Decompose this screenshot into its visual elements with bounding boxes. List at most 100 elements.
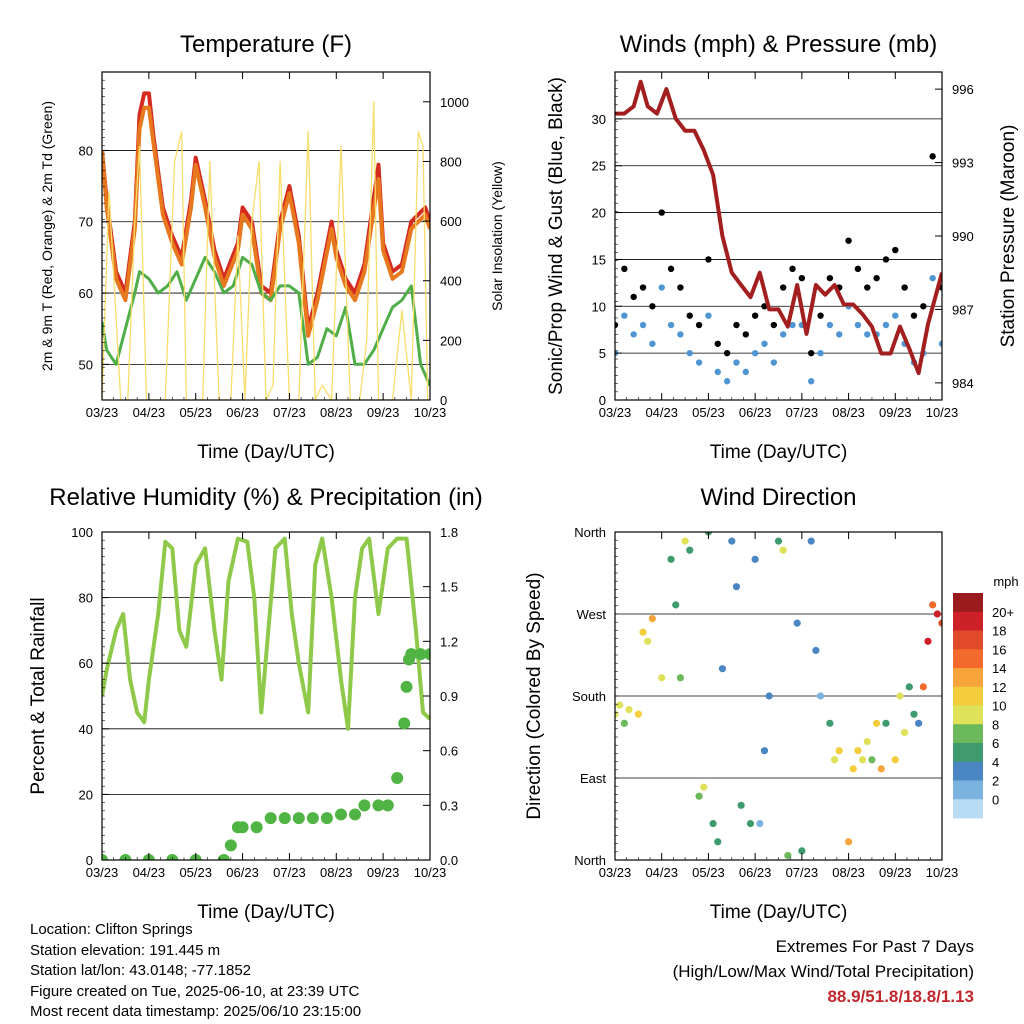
chart-title: Winds (mph) & Pressure (mb) bbox=[620, 31, 937, 58]
y-tick-label: 0 bbox=[599, 393, 606, 408]
data-point bbox=[835, 747, 843, 755]
y-tick-label: 80 bbox=[79, 591, 93, 606]
y-tick-label: East bbox=[580, 771, 606, 786]
y-tick-label: 60 bbox=[79, 286, 93, 301]
data-point bbox=[700, 783, 708, 791]
data-point bbox=[892, 246, 899, 254]
data-point bbox=[625, 706, 633, 714]
data-point bbox=[817, 312, 824, 319]
legend-swatch bbox=[953, 761, 983, 781]
y2-tick-label: 984 bbox=[952, 376, 974, 391]
data-point bbox=[102, 854, 108, 860]
data-point bbox=[681, 537, 689, 545]
chart-title: Temperature (F) bbox=[180, 31, 352, 58]
data-point bbox=[714, 340, 721, 347]
data-point bbox=[751, 349, 759, 357]
data-point bbox=[854, 265, 862, 272]
y-tick-label: 20 bbox=[79, 787, 93, 802]
y-tick-label: 80 bbox=[79, 143, 93, 158]
y-tick-label: 100 bbox=[71, 525, 93, 540]
data-point bbox=[873, 719, 881, 727]
series-line bbox=[102, 101, 430, 400]
data-point bbox=[845, 237, 852, 244]
data-point bbox=[901, 284, 908, 291]
data-point bbox=[224, 839, 237, 852]
y-tick-label: 50 bbox=[79, 357, 93, 372]
data-point bbox=[882, 256, 890, 263]
plot-frame bbox=[101, 71, 431, 401]
legend-label: 14 bbox=[992, 661, 1006, 676]
data-point bbox=[873, 274, 880, 282]
y2-tick-label: 1.8 bbox=[440, 525, 458, 540]
data-point bbox=[938, 619, 942, 627]
y-tick-label: North bbox=[574, 853, 606, 868]
legend-label: 6 bbox=[992, 736, 999, 751]
y-tick-label: North bbox=[574, 525, 606, 540]
data-point bbox=[639, 628, 647, 636]
legend-swatch bbox=[953, 611, 983, 631]
x-tick-label: 09/23 bbox=[367, 865, 400, 880]
data-point bbox=[615, 321, 619, 329]
extremes-subtitle: (High/Low/Max Wind/Total Precipitation) bbox=[672, 962, 974, 981]
x-tick-label: 05/23 bbox=[179, 405, 212, 420]
plot-area bbox=[615, 532, 942, 860]
data-point bbox=[686, 546, 694, 554]
data-point bbox=[391, 772, 404, 784]
data-point bbox=[677, 331, 684, 338]
x-tick-label: 08/23 bbox=[832, 405, 865, 420]
data-point bbox=[742, 368, 749, 376]
data-point bbox=[877, 765, 885, 773]
data-point bbox=[789, 265, 796, 272]
data-point bbox=[882, 321, 890, 329]
data-point bbox=[732, 583, 741, 591]
data-point bbox=[849, 765, 857, 773]
data-point bbox=[649, 303, 656, 310]
legend-label: 4 bbox=[992, 755, 999, 770]
data-point bbox=[882, 719, 890, 727]
data-point bbox=[784, 851, 792, 860]
data-point bbox=[649, 340, 656, 347]
data-point bbox=[634, 710, 642, 718]
data-point bbox=[760, 747, 769, 755]
legend-label: 10 bbox=[992, 699, 1006, 714]
y2-axis-label: Solar Insolation (Yellow) bbox=[489, 161, 505, 311]
x-tick-label: 04/23 bbox=[645, 405, 678, 420]
data-point bbox=[765, 692, 773, 700]
y-tick-label: West bbox=[577, 607, 607, 622]
data-point bbox=[929, 274, 936, 282]
data-point bbox=[929, 153, 936, 160]
data-point bbox=[844, 838, 853, 846]
data-point bbox=[779, 284, 787, 291]
chart-panel-1: Temperature (F) Time (Day/UTC) 2m & 9m T (… bbox=[39, 31, 505, 463]
y-tick-label: 15 bbox=[592, 252, 606, 267]
data-point bbox=[695, 321, 703, 329]
y2-tick-label: 0 bbox=[440, 393, 447, 408]
data-point bbox=[686, 349, 693, 357]
data-point bbox=[826, 274, 834, 282]
legend-swatch bbox=[953, 705, 983, 725]
y-tick-label: 0 bbox=[86, 853, 93, 868]
data-point bbox=[292, 812, 305, 825]
data-point bbox=[779, 331, 787, 338]
data-point bbox=[798, 847, 806, 855]
y-axis-label: Percent & Total Rainfall bbox=[28, 597, 49, 794]
x-tick-label: 09/23 bbox=[879, 865, 912, 880]
y2-tick-label: 600 bbox=[440, 214, 462, 229]
data-point bbox=[816, 692, 825, 700]
legend-label: 8 bbox=[992, 717, 999, 732]
data-point bbox=[667, 265, 675, 272]
plot-area bbox=[102, 91, 430, 400]
data-point bbox=[892, 312, 899, 319]
data-point bbox=[854, 747, 862, 755]
data-point bbox=[737, 801, 745, 809]
legend-swatch bbox=[953, 649, 983, 669]
x-tick-label: 10/23 bbox=[414, 865, 447, 880]
y2-tick-label: 1.5 bbox=[440, 580, 458, 595]
data-point bbox=[830, 756, 839, 764]
recent-text: Most recent data timestamp: 2025/06/10 2… bbox=[30, 1003, 362, 1021]
data-point bbox=[896, 692, 904, 700]
data-point bbox=[756, 819, 764, 828]
x-tick-label: 04/23 bbox=[645, 865, 678, 880]
y2-tick-label: 0.6 bbox=[440, 744, 458, 759]
